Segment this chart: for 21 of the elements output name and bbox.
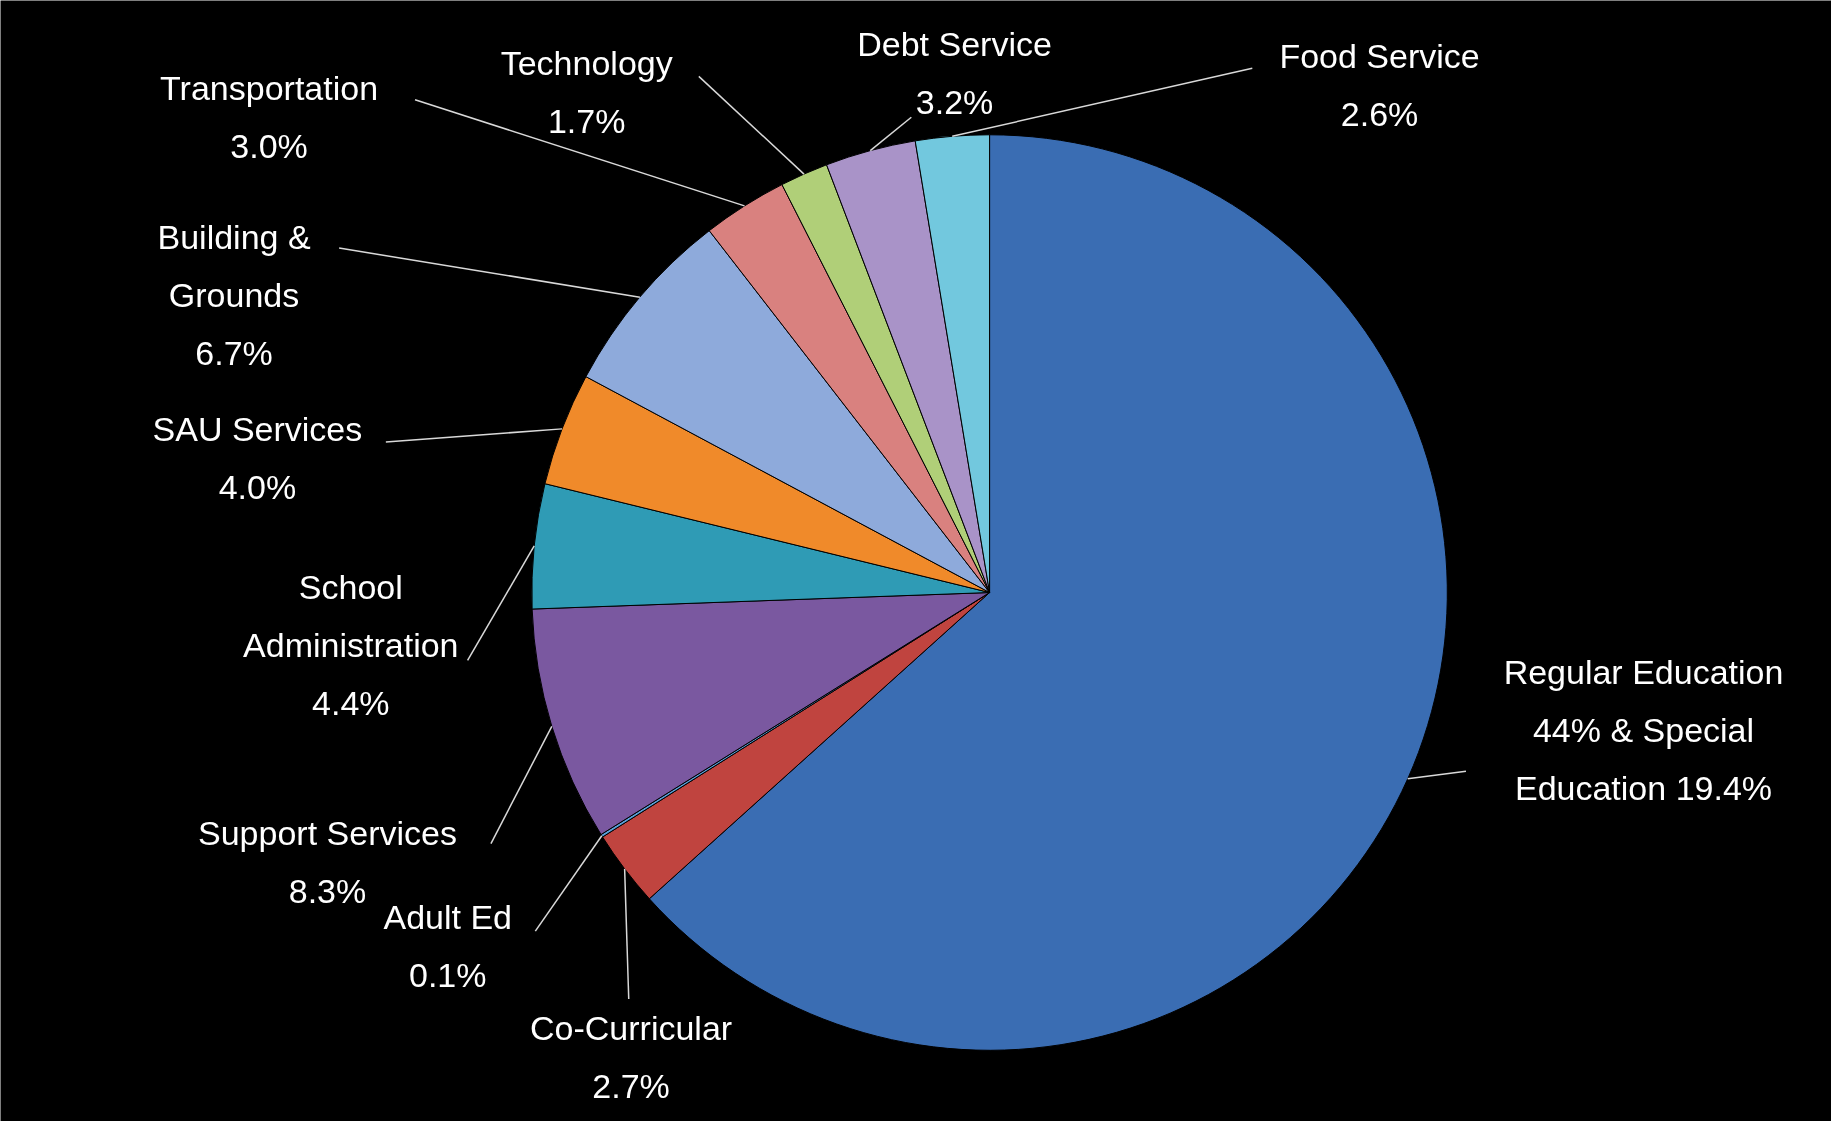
- data-label: 6.7%: [195, 333, 273, 372]
- data-label: 4.4%: [312, 684, 390, 723]
- data-label: 2.7%: [592, 1067, 670, 1106]
- data-label: 3.2%: [915, 82, 994, 121]
- data-label: 3.0%: [230, 127, 308, 166]
- data-label: 2.6%: [1340, 94, 1419, 133]
- slice-label: Debt Service: [857, 24, 1052, 63]
- data-label: 1.7%: [547, 101, 626, 140]
- slice-label: Food Service: [1279, 36, 1480, 75]
- slice-label: Technology: [500, 43, 673, 82]
- slice-label: Support Services: [198, 814, 457, 853]
- slice-label: Transportation: [160, 69, 379, 108]
- data-label: 4.0%: [218, 468, 297, 507]
- slice-label: Building & Grounds: [157, 217, 311, 314]
- slice-label: Adult Ed: [383, 898, 513, 937]
- data-label: 8.3%: [288, 872, 367, 911]
- data-label: 0.1%: [408, 956, 487, 995]
- slice-label: School Administration: [243, 568, 459, 665]
- slice-label: Co-Curricular: [530, 1009, 733, 1048]
- slice-label: Regular Education 44% & Special Education 19.4%: [1503, 653, 1784, 808]
- slice-label: SAU Services: [152, 410, 363, 449]
